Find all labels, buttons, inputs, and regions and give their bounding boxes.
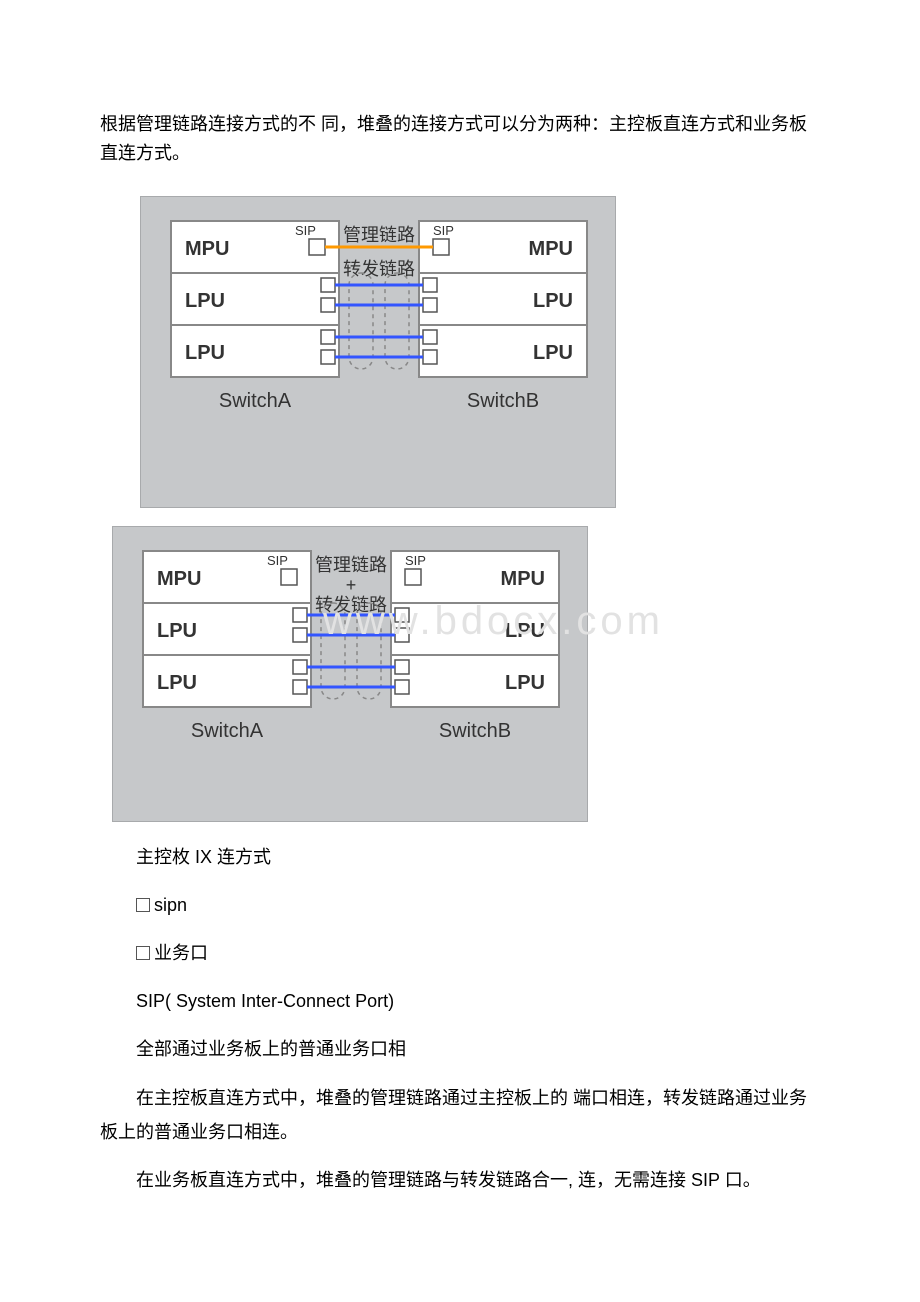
- svg-text:LPU: LPU: [505, 620, 545, 642]
- svg-text:管理链路: 管理链路: [315, 555, 387, 575]
- body-section: 主控枚 IX 连方式 sipn 业务口 SIP( System Inter-Co…: [100, 840, 820, 1198]
- p-main2: 在业务板直连方式中，堆叠的管理链路与转发链路合一, 连，无需连接 SIP 口。: [100, 1163, 820, 1197]
- svg-text:MPU: MPU: [501, 568, 545, 590]
- svg-text:LPU: LPU: [505, 672, 545, 694]
- diagram-1: SwitchA SwitchB MPU MPU LPU LPU LPU LPU SIP SIP 管理…: [140, 196, 616, 508]
- legend-service: 业务口: [136, 936, 820, 970]
- svg-text:LPU: LPU: [157, 620, 197, 642]
- svg-text:LPU: LPU: [185, 290, 225, 312]
- svg-text:SwitchA: SwitchA: [219, 390, 292, 412]
- diagram-1-wrap: SwitchA SwitchB MPU MPU LPU LPU LPU LPU SIP SIP 管理…: [140, 196, 820, 508]
- legend-box-icon: [136, 898, 150, 912]
- legend-box-icon: [136, 946, 150, 960]
- diagram-2: SwitchA SwitchB MPU MPU LPU LPU LPU LPU SIP SIP 管理…: [112, 526, 588, 822]
- svg-text:SIP: SIP: [405, 553, 426, 568]
- legend-sip-label: sipn: [154, 895, 187, 915]
- svg-text:SIP: SIP: [295, 223, 316, 238]
- svg-text:+: +: [346, 575, 357, 595]
- intro-text: 根据管理链路连接方式的不 同，堆叠的连接方式可以分为两种：主控板直连方式和业务板…: [100, 110, 820, 168]
- svg-text:SwitchB: SwitchB: [467, 390, 539, 412]
- svg-text:LPU: LPU: [533, 290, 573, 312]
- svg-text:LPU: LPU: [533, 342, 573, 364]
- svg-text:SwitchB: SwitchB: [439, 720, 511, 742]
- svg-text:SwitchA: SwitchA: [191, 720, 264, 742]
- svg-text:管理链路: 管理链路: [343, 225, 415, 245]
- legend-service-label: 业务口: [154, 943, 208, 963]
- legend-sip: sipn: [136, 888, 820, 922]
- svg-text:LPU: LPU: [157, 672, 197, 694]
- svg-text:MPU: MPU: [157, 568, 201, 590]
- svg-text:SIP: SIP: [267, 553, 288, 568]
- svg-text:MPU: MPU: [185, 238, 229, 260]
- p-sip-full: SIP( System Inter-Connect Port): [100, 984, 820, 1018]
- svg-text:MPU: MPU: [529, 238, 573, 260]
- p-main1: 在主控板直连方式中，堆叠的管理链路通过主控板上的 端口相连，转发链路通过业务板上…: [100, 1081, 820, 1149]
- p-service-desc: 全部通过业务板上的普通业务口相: [100, 1032, 820, 1066]
- svg-text:LPU: LPU: [185, 342, 225, 364]
- p-subtitle: 主控枚 IX 连方式: [100, 840, 820, 874]
- svg-text:SIP: SIP: [433, 223, 454, 238]
- diagram-2-wrap: SwitchA SwitchB MPU MPU LPU LPU LPU LPU SIP SIP 管理…: [112, 526, 820, 822]
